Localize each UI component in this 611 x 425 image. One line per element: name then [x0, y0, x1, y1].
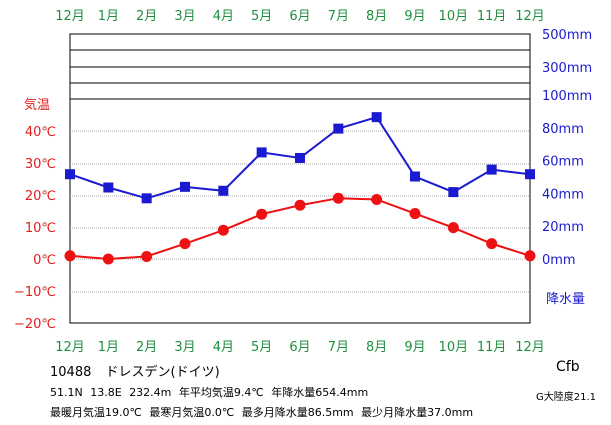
- temperature-tick-label: 10℃: [25, 221, 56, 236]
- temperature-point: [179, 238, 191, 250]
- bottom-month-label: 5月: [251, 340, 272, 355]
- top-month-label: 1月: [98, 9, 119, 24]
- temperature-tick-label: −20℃: [14, 317, 56, 332]
- stat-annual-precip: 年降水量654.4mm: [271, 386, 369, 399]
- temperature-tick-label: 20℃: [25, 189, 56, 204]
- precipitation-point: [410, 171, 420, 182]
- precipitation-point: [141, 193, 152, 204]
- plot-frame: [69, 33, 531, 324]
- bottom-month-label: 11月: [477, 340, 507, 355]
- bottom-month-label: 10月: [439, 340, 469, 355]
- precipitation-axis-title: 降水量: [546, 292, 585, 307]
- precipitation-tick-label: 500mm: [542, 28, 592, 43]
- stat-elevation: 232.4m: [129, 386, 172, 399]
- grid: [69, 33, 531, 324]
- temperature-point: [294, 199, 306, 211]
- precipitation-tick-label: 100mm: [542, 89, 592, 104]
- precipitation-tick-label: 0mm: [542, 253, 576, 268]
- precipitation-point: [486, 164, 497, 175]
- precipitation-tick-label: 40mm: [542, 187, 584, 202]
- bottom-month-label: 12月: [515, 340, 545, 355]
- top-month-label: 4月: [213, 9, 234, 24]
- stats-line-1: 51.1N 13.8E 232.4m 年平均気温9.4℃ 年降水量654.4mm: [50, 384, 372, 400]
- precipitation-tick-label: 20mm: [542, 220, 584, 235]
- station-name: ドレスデン(ドイツ): [105, 365, 220, 380]
- precipitation-point: [525, 169, 535, 180]
- bottom-month-label: 7月: [328, 340, 349, 355]
- station-id: 10488: [50, 365, 92, 380]
- top-month-label: 11月: [477, 9, 507, 24]
- temperature-point: [256, 208, 268, 220]
- temperature-tick-label: 0℃: [33, 253, 56, 268]
- stat-coldest-month: 最寒月気温0.0℃: [149, 406, 235, 419]
- top-month-label: 8月: [366, 9, 387, 24]
- precipitation-point: [65, 169, 75, 180]
- precipitation-tick-label: 60mm: [542, 155, 584, 170]
- bottom-month-labels: 12月 1月 2月 3月 4月 5月 6月 7月 8月 9月 10月 11月 12月: [55, 340, 545, 355]
- precipitation-point: [218, 185, 229, 196]
- temperature-point: [409, 208, 421, 220]
- stat-driest-month: 最少月降水量37.0mm: [361, 406, 474, 419]
- series: [64, 112, 536, 265]
- precipitation-tick-label: 80mm: [542, 122, 584, 137]
- top-month-labels: 12月 1月 2月 3月 4月 5月 6月 7月 8月 9月 10月 11月 12月: [55, 9, 545, 24]
- bottom-month-label: 12月: [55, 340, 85, 355]
- temperature-point: [524, 250, 536, 262]
- bottom-month-label: 9月: [404, 340, 425, 355]
- temperature-point: [371, 193, 383, 205]
- top-month-label: 3月: [174, 9, 195, 24]
- station-info: 10488 ドレスデン(ドイツ): [50, 361, 230, 380]
- precipitation-point: [371, 112, 382, 123]
- bottom-month-label: 1月: [98, 340, 119, 355]
- top-month-label: 9月: [404, 9, 425, 24]
- temperature-tick-label: 30℃: [25, 157, 56, 172]
- bottom-month-label: 3月: [174, 340, 195, 355]
- top-month-label: 12月: [55, 9, 85, 24]
- stat-warmest-month: 最暖月気温19.0℃: [50, 406, 142, 419]
- bottom-month-label: 8月: [366, 340, 387, 355]
- precipitation-point: [295, 152, 305, 163]
- temperature-point: [332, 192, 344, 204]
- temperature-axis-ticks: 40℃ 30℃ 20℃ 10℃ 0℃ −10℃ −20℃: [14, 125, 56, 332]
- top-month-label: 12月: [515, 9, 545, 24]
- continentality-index: G大陸度21.1: [536, 392, 597, 403]
- temperature-point: [447, 222, 459, 234]
- precipitation-tick-label: 300mm: [542, 61, 592, 76]
- stat-latitude: 51.1N: [50, 386, 83, 399]
- temperature-point: [217, 224, 229, 236]
- top-month-label: 5月: [251, 9, 272, 24]
- precipitation-point: [448, 187, 459, 198]
- stat-annual-mean-temp: 年平均気温9.4℃: [178, 386, 264, 399]
- temperature-point: [64, 250, 76, 262]
- temperature-axis-title: 気温: [24, 97, 50, 113]
- stat-wettest-month: 最多月降水量86.5mm: [241, 406, 354, 419]
- precipitation-axis-ticks: 0mm 20mm 40mm 60mm 80mm 100mm 300mm 500mm: [542, 28, 592, 268]
- stats-line-2: 最暖月気温19.0℃ 最寒月気温0.0℃ 最多月降水量86.5mm 最少月降水量…: [50, 404, 477, 420]
- bottom-month-label: 2月: [136, 340, 157, 355]
- stat-longitude: 13.8E: [90, 386, 122, 399]
- top-month-label: 10月: [439, 9, 469, 24]
- precipitation-point: [180, 181, 190, 192]
- top-month-label: 6月: [289, 9, 310, 24]
- temperature-point: [486, 238, 498, 250]
- temperature-point: [102, 253, 114, 265]
- top-month-label: 7月: [328, 9, 349, 24]
- top-month-label: 2月: [136, 9, 157, 24]
- temperature-point: [141, 250, 153, 262]
- bottom-month-label: 6月: [289, 340, 310, 355]
- temperature-tick-label: 40℃: [25, 125, 56, 140]
- bottom-month-label: 4月: [213, 340, 234, 355]
- temperature-tick-label: −10℃: [14, 285, 56, 300]
- precipitation-point: [103, 182, 114, 193]
- precipitation-point: [256, 147, 267, 158]
- precipitation-point: [333, 123, 344, 134]
- koppen-class: Cfb: [556, 359, 580, 375]
